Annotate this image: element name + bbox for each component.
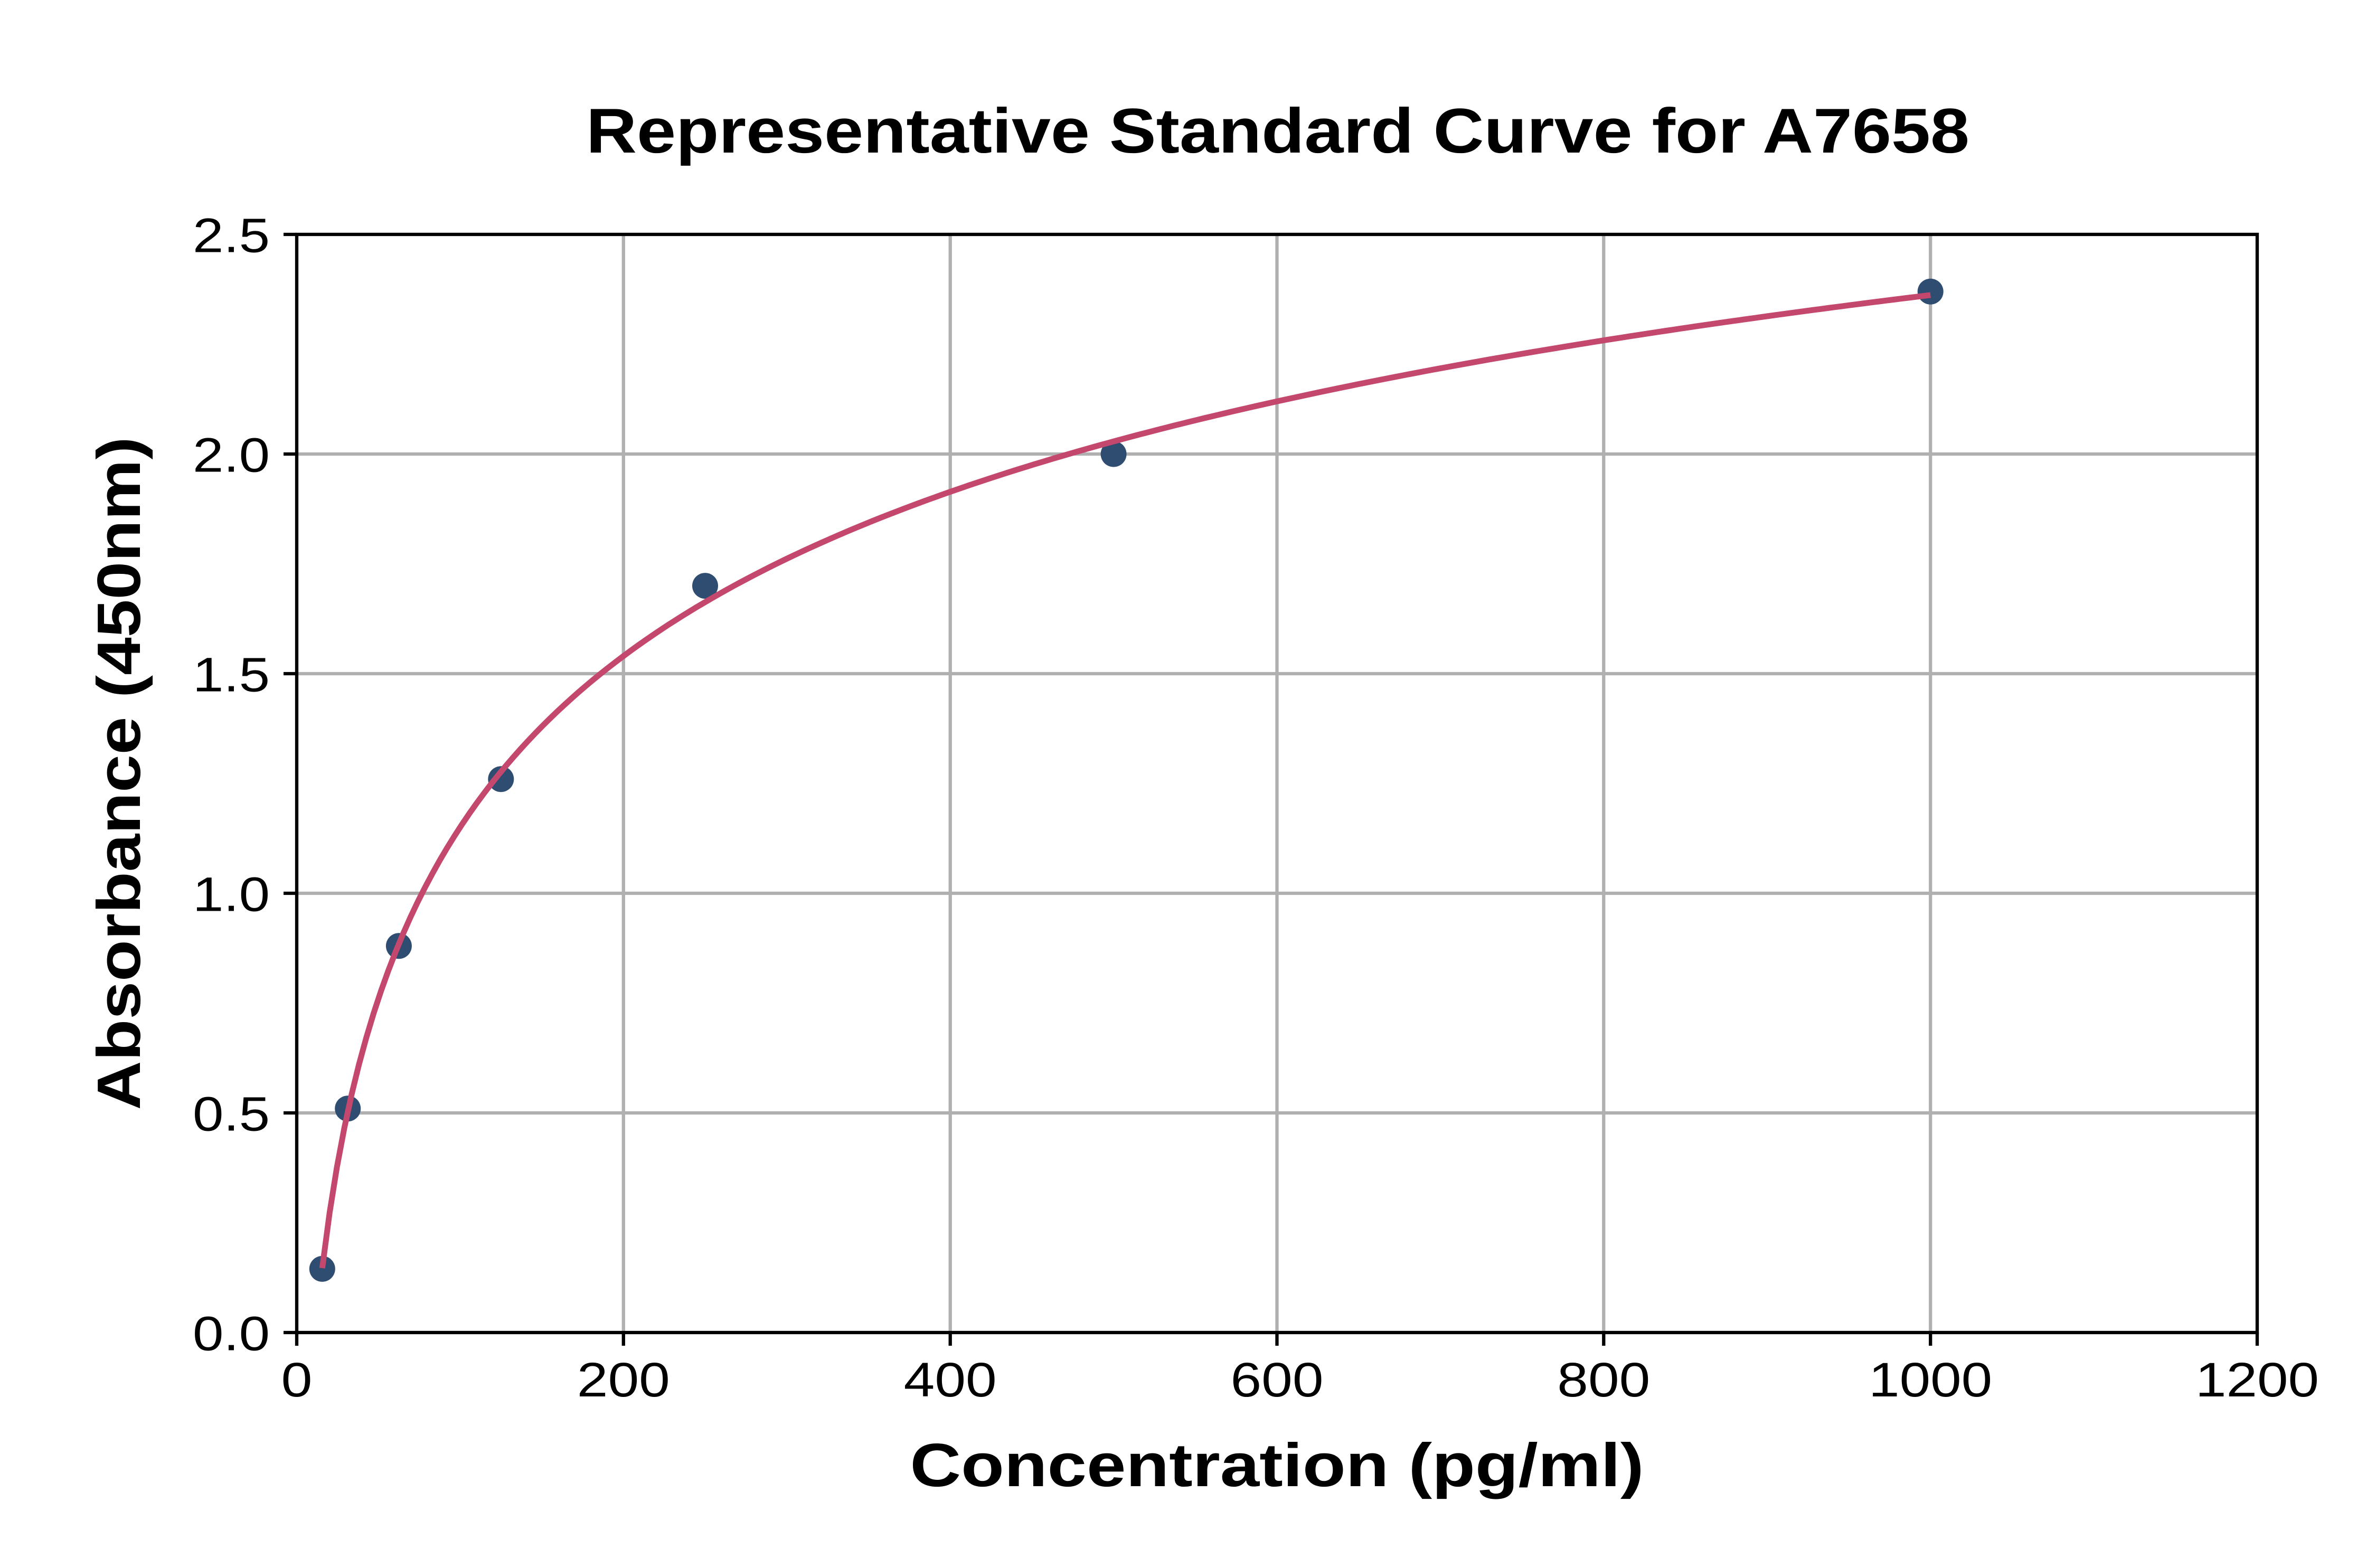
svg-text:1.5: 1.5 <box>193 648 270 702</box>
svg-text:1000: 1000 <box>1869 1353 1992 1407</box>
svg-text:200: 200 <box>577 1353 670 1407</box>
svg-text:Concentration (pg/ml): Concentration (pg/ml) <box>910 1431 1644 1499</box>
svg-text:800: 800 <box>1557 1353 1650 1407</box>
svg-text:0: 0 <box>281 1353 313 1407</box>
svg-text:Representative Standard Curve: Representative Standard Curve for A7658 <box>586 96 1969 166</box>
svg-text:1200: 1200 <box>2195 1353 2319 1407</box>
svg-text:2.0: 2.0 <box>193 429 270 483</box>
svg-text:0.5: 0.5 <box>193 1088 270 1141</box>
svg-text:600: 600 <box>1231 1353 1324 1407</box>
svg-text:0.0: 0.0 <box>193 1307 270 1361</box>
svg-text:2.5: 2.5 <box>193 209 270 263</box>
svg-text:Absorbance (450nm): Absorbance (450nm) <box>84 437 153 1110</box>
svg-text:1.0: 1.0 <box>193 868 270 922</box>
svg-text:400: 400 <box>904 1353 997 1407</box>
